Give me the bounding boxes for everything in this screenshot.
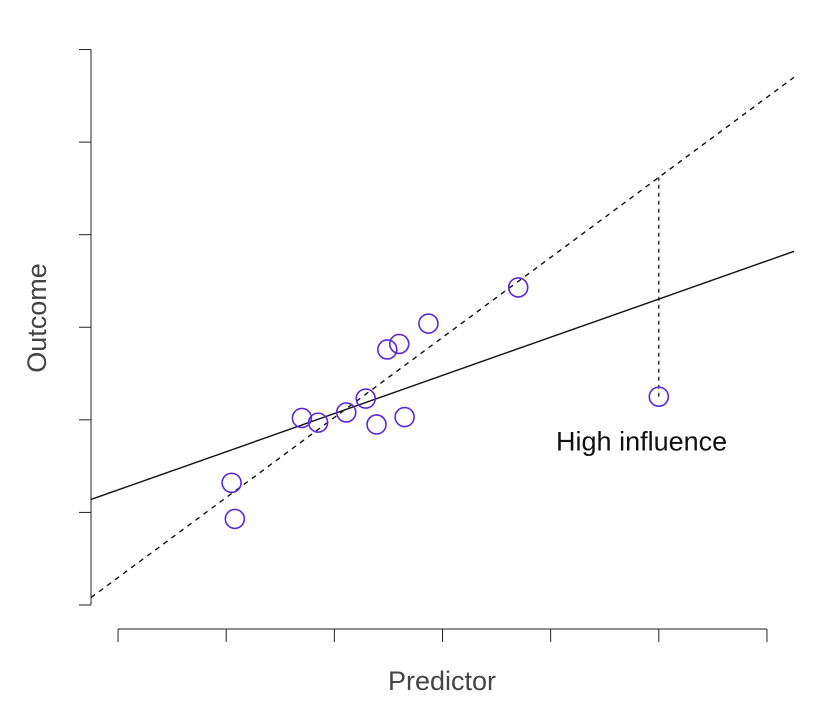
data-point-4: [335, 402, 357, 423]
data-point-0: [221, 472, 242, 494]
annotation-high-influence: High influence: [556, 426, 727, 456]
y-axis-title: Outcome: [22, 263, 52, 373]
data-point-12: [648, 386, 670, 407]
x-axis: [117, 628, 768, 642]
x-axis-title: Predictor: [388, 666, 496, 696]
data-point-7: [377, 339, 398, 360]
points-layer: [221, 277, 670, 530]
data-point-1: [224, 508, 246, 530]
fit-line-dashed: [90, 76, 795, 599]
data-point-3: [307, 412, 329, 433]
fit-line-solid: [90, 250, 795, 501]
plot-lines: [90, 76, 795, 599]
data-point-9: [394, 406, 415, 428]
data-point-2: [291, 407, 313, 429]
y-axis: [79, 49, 92, 606]
data-point-10: [418, 313, 439, 334]
data-point-8: [388, 333, 410, 355]
data-point-6: [366, 414, 387, 435]
data-point-5: [355, 388, 377, 409]
data-point-11: [507, 277, 529, 298]
